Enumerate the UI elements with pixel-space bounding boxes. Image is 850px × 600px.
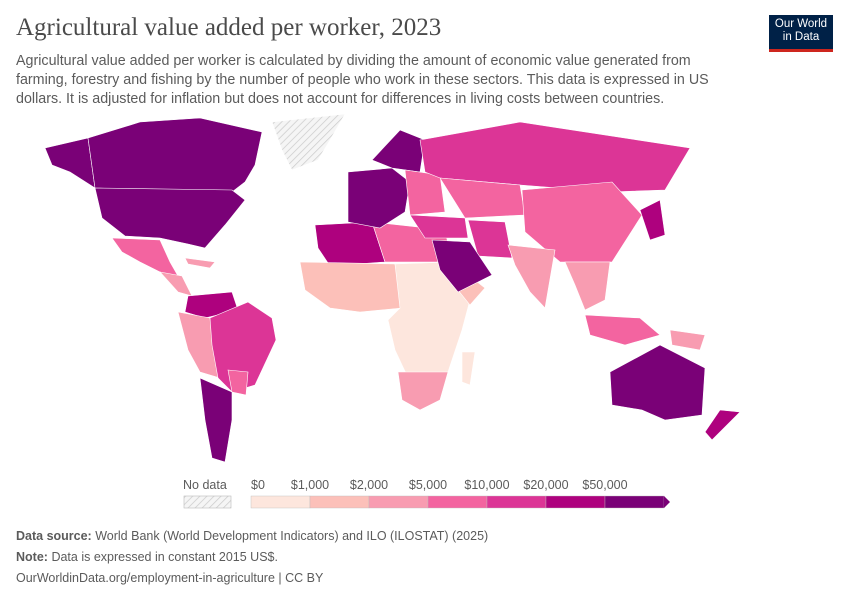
country-scandinavia[interactable] (371, 129, 426, 173)
country-mexico[interactable] (111, 237, 179, 277)
country-usa[interactable] (94, 187, 246, 249)
legend-tick-label: $20,000 (523, 478, 568, 492)
legend-tick-label: $5,000 (409, 478, 447, 492)
legend-tick-label: $0 (251, 478, 265, 492)
legend-no-data-label: No data (183, 478, 227, 492)
country-west-africa[interactable] (299, 261, 403, 313)
country-peru-bolivia[interactable] (177, 311, 221, 379)
legend-bin (545, 495, 606, 509)
country-japan-korea[interactable] (639, 199, 666, 241)
legend-bin (486, 495, 547, 509)
country-southeast-asia[interactable] (564, 261, 611, 311)
country-png[interactable] (669, 329, 706, 351)
note-text: Data is expressed in constant 2015 US$. (51, 550, 278, 564)
page-subtitle: Agricultural value added per worker is c… (16, 53, 709, 107)
country-canada[interactable] (87, 117, 263, 193)
country-turkey-middle-east[interactable] (409, 214, 469, 239)
country-west-europe[interactable] (347, 167, 411, 229)
country-alaska[interactable] (44, 137, 96, 189)
source-text: World Bank (World Development Indicators… (95, 529, 489, 543)
source-label: Data source: (16, 529, 92, 543)
legend-bin (368, 495, 429, 509)
legend-scale: No data $0 $1,000 $2,000 $5,000 $10,000 $20,00… (183, 478, 670, 509)
page-title: Agricultural value added per worker, 202… (16, 14, 442, 41)
data-source: Data source: World Bank (World Developme… (16, 529, 488, 543)
country-southern-africa[interactable] (397, 371, 449, 411)
note: Note: Data is expressed in constant 2015… (16, 550, 278, 564)
country-iran[interactable] (467, 219, 513, 259)
legend-tick-label: $2,000 (350, 478, 388, 492)
legend-bin (309, 495, 370, 509)
country-australia[interactable] (609, 344, 706, 421)
legend-tick-label: $1,000 (291, 478, 329, 492)
country-brazil[interactable] (209, 301, 277, 393)
legend-arrow (664, 496, 670, 508)
legend-bin (250, 495, 311, 509)
color-legend: No data $0 $1,000 $2,000 $5,000 $10,000 $20,00… (183, 477, 673, 517)
country-saudi-gulf[interactable] (431, 239, 493, 293)
country-uruguay-paraguay[interactable] (227, 369, 249, 396)
legend-tick-label: $50,000 (582, 478, 627, 492)
country-china-mongolia[interactable] (521, 181, 643, 263)
legend-bin (604, 495, 665, 509)
country-argentina-chile[interactable] (199, 377, 233, 463)
country-indonesia-malaysia[interactable] (584, 314, 661, 346)
owid-logo[interactable]: Our World in Data (769, 15, 833, 52)
country-new-zealand[interactable] (704, 409, 741, 441)
country-caribbean[interactable] (184, 257, 216, 269)
country-central-america[interactable] (159, 271, 193, 297)
source-link[interactable]: OurWorldinData.org/employment-in-agricul… (16, 571, 324, 585)
legend-no-data-swatch (183, 495, 232, 509)
country-greenland[interactable] (271, 113, 346, 171)
note-label: Note: (16, 550, 48, 564)
legend-bin (427, 495, 488, 509)
country-india[interactable] (507, 244, 556, 309)
country-madagascar[interactable] (461, 351, 476, 386)
legend-tick-label: $10,000 (464, 478, 509, 492)
